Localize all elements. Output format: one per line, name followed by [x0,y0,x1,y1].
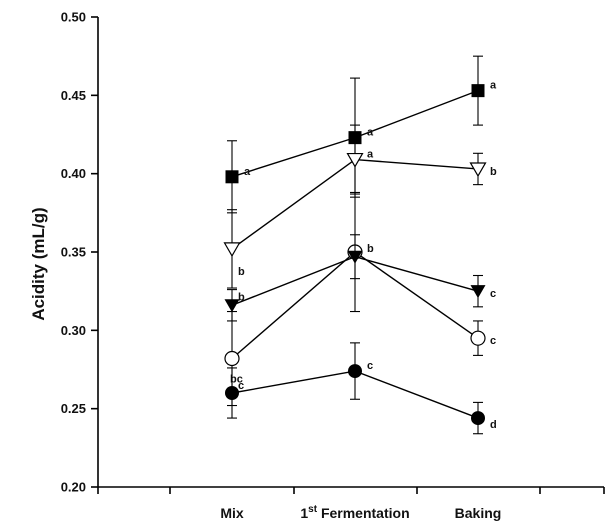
x-category-label: Baking [455,505,502,521]
axes: 0.20 0.25 0.30 0.35 0.40 0.45 0.50 Mix 1st Ferme… [61,10,605,521]
data-point-filled-triangle [470,285,486,299]
y-tick-label: 0.35 [61,245,86,260]
series-0: aaa [225,55,497,214]
data-point-square [225,170,239,184]
data-point-square [471,84,485,98]
y-tick-label: 0.45 [61,88,86,103]
y-tick-label: 0.20 [61,480,86,495]
y-tick-label: 0.50 [61,10,86,25]
significance-letter: d [490,419,497,431]
significance-letter: b [490,166,497,178]
significance-letter: c [490,335,496,347]
significance-letter: a [367,149,374,161]
y-tick-label: 0.40 [61,166,86,181]
significance-letter: a [490,80,497,92]
data-point-filled-triangle [224,299,240,313]
y-axis-label: Acidity (mL/g) [29,207,48,320]
significance-letter: b [238,266,245,278]
x-category-label: Mix [220,505,244,521]
data-point-open-circle [224,350,240,367]
y-tick-label: 0.25 [61,401,86,416]
y-tick-label: 0.30 [61,323,86,338]
data-point-filled-triangle [347,250,363,264]
data-point-open-circle [470,330,486,346]
significance-letter: b [238,291,245,303]
data-point-circle [471,411,485,426]
significance-letter: b [367,243,374,255]
significance-letter: bc [230,374,243,386]
significance-letter: c [238,380,244,392]
significance-letter: a [367,127,374,139]
significance-letter: c [367,360,373,372]
series-4: c c d [225,342,497,435]
data-point-open-triangle [469,162,487,178]
series-1: b a b [223,124,497,289]
data-point-open-triangle [346,152,364,168]
x-category-label: 1st Fermentation [300,504,409,521]
data-point-circle [348,364,362,379]
significance-letter: a [244,166,251,178]
data-point-circle [225,386,239,400]
data-point-open-triangle [223,242,241,258]
significance-letter: c [490,288,496,300]
